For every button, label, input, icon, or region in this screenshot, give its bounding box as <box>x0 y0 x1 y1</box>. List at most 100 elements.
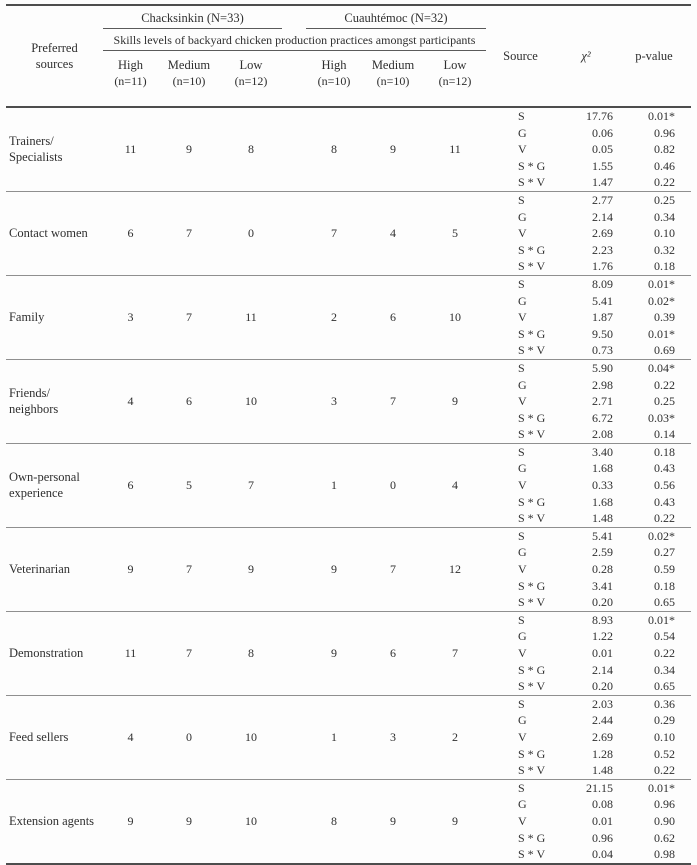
preferred-sources-header: Preferred sources <box>5 5 103 108</box>
count-cell: 7 <box>362 526 424 612</box>
source-cell: V <box>518 394 527 409</box>
table-row: Family 3 7 11 2 6 10 S 8.09 0.01* <box>5 274 691 360</box>
source-cell: S * V <box>518 763 546 778</box>
p-value-cell: 0.34 <box>654 662 675 677</box>
table-row: S * V 2.08 0.14 <box>6 426 691 443</box>
table-row: V 0.01 0.90 <box>6 813 691 830</box>
preferred-source-label: Friends/neighbors <box>5 358 103 444</box>
count-cell: 9 <box>390 142 396 157</box>
source-cell: S * V <box>518 175 546 190</box>
p-value-cell: 0.32 <box>654 242 675 257</box>
count-cell: 11 <box>219 274 282 360</box>
chi-square-cell: 1.28 <box>592 746 613 761</box>
table-row: S * G 1.28 0.52 <box>6 746 691 763</box>
p-value-cell: 0.01* <box>648 326 675 341</box>
table-row: S * G 1.55 0.46 <box>6 158 691 175</box>
p-value-cell: 0.25 <box>654 394 675 409</box>
table-header: Preferred sources Chacksinkin (N=33) Cua… <box>5 5 691 108</box>
source-cell: S * G <box>518 830 546 845</box>
chi-square-cell: 0.05 <box>592 142 613 157</box>
source-cell: S * V <box>518 343 546 358</box>
count-cell: 8 <box>219 610 282 696</box>
chi-square-cell: 0.20 <box>592 679 613 694</box>
table-row: Contact women 6 7 0 7 4 5 S 2.77 0.25 <box>5 190 691 276</box>
table-row: V 2.69 0.10 <box>6 729 691 746</box>
preferred-source-label: Feed sellers <box>5 694 103 780</box>
source-cell: S * G <box>518 662 546 677</box>
table-row: G 0.06 0.96 <box>6 125 691 142</box>
n-label: (n=10) <box>172 74 206 88</box>
count-cell: 11 <box>124 142 137 157</box>
source-cell: V <box>518 310 527 325</box>
source-cell: V <box>518 813 527 828</box>
source-cell: S * G <box>518 578 546 593</box>
count-cell: 7 <box>157 190 220 276</box>
chi-square-cell: 2.44 <box>592 713 613 728</box>
count-cell: 6 <box>157 358 220 444</box>
p-value-cell: 0.39 <box>654 310 675 325</box>
count-cell: 6 <box>362 274 424 360</box>
group2-low-header: Low (n=12) <box>424 50 486 108</box>
preferred-source-label: Trainers/Specialists <box>8 134 63 165</box>
level-label: High <box>321 58 347 72</box>
chi-square-cell: 5.90 <box>555 358 617 377</box>
count-cell: 6 <box>102 442 158 528</box>
count-cell: 11 <box>102 610 158 696</box>
p-value-cell: 0.18 <box>654 259 675 274</box>
table-row: S * V 0.20 0.65 <box>6 678 691 695</box>
chi-square-cell: 3.40 <box>555 442 617 461</box>
document-page: Preferred sources Chacksinkin (N=33) Cua… <box>5 4 691 865</box>
count-cell: 0 <box>157 694 220 780</box>
table-row: Own-personal experience 6 5 7 1 0 4 S 3.40 0.18 <box>5 442 691 528</box>
table-row: S * G 2.23 0.32 <box>6 242 691 259</box>
count-cell: 0 <box>362 442 424 528</box>
table-row: S * V 1.47 0.22 <box>6 174 691 191</box>
chi-square-cell: 8.09 <box>555 274 617 293</box>
level-label: Medium <box>371 58 415 72</box>
chi-square-cell: 8.93 <box>555 610 617 629</box>
p-value-cell: 0.27 <box>654 545 675 560</box>
p-value-cell: 0.22 <box>654 646 675 660</box>
chi-square-cell: 9.50 <box>592 326 613 341</box>
source-cell: G <box>518 545 527 560</box>
source-cell: S <box>486 526 555 545</box>
chi-square-cell: 1.87 <box>592 310 613 325</box>
header-row-banner: Skills levels of backyard chicken produc… <box>6 28 691 51</box>
table-row: G 2.14 0.34 <box>6 209 691 226</box>
count-cell: 5 <box>424 190 486 276</box>
header-row-groups: Preferred sources Chacksinkin (N=33) Cua… <box>5 5 691 108</box>
source-cell: G <box>518 461 527 476</box>
p-value-cell: 0.02* <box>617 526 691 545</box>
chi-square-cell: 2.08 <box>592 427 613 442</box>
source-cell: S * V <box>518 595 546 610</box>
chi-square-cell: 0.20 <box>592 595 613 610</box>
chi-square-cell: 2.23 <box>592 242 613 257</box>
source-cell: S * G <box>518 326 546 341</box>
group-gap <box>282 50 306 108</box>
p-value-cell: 0.22 <box>654 763 675 778</box>
source-cell: S <box>486 190 555 209</box>
group-gap <box>282 778 306 864</box>
group-gap <box>282 442 306 528</box>
p-value-cell: 0.22 <box>654 175 675 190</box>
source-cell: S * V <box>518 259 546 274</box>
p-value-cell: 0.43 <box>654 461 675 476</box>
chi-square-cell: 0.01 <box>592 646 613 660</box>
count-cell: 9 <box>362 778 424 864</box>
chi-square-cell: 5.41 <box>592 293 613 308</box>
chi-square-cell: 2.59 <box>592 545 613 560</box>
p-value-cell: 0.65 <box>654 679 675 694</box>
source-cell: V <box>518 478 527 493</box>
count-cell: 9 <box>424 778 486 864</box>
p-value-cell: 0.10 <box>654 729 675 744</box>
p-value-cell: 0.69 <box>654 343 675 358</box>
table-row: S * V 0.73 0.69 <box>6 342 691 359</box>
p-value-cell: 0.01* <box>617 778 691 797</box>
n-label: (n=11) <box>114 74 147 88</box>
chi-square-cell: 2.98 <box>592 377 613 392</box>
chi-square-cell: 0.06 <box>592 125 613 140</box>
chi-square-cell: 0.01 <box>592 813 613 828</box>
source-cell: G <box>518 377 527 392</box>
chi-square-cell: 2.03 <box>555 694 617 713</box>
count-cell: 7 <box>306 190 362 276</box>
